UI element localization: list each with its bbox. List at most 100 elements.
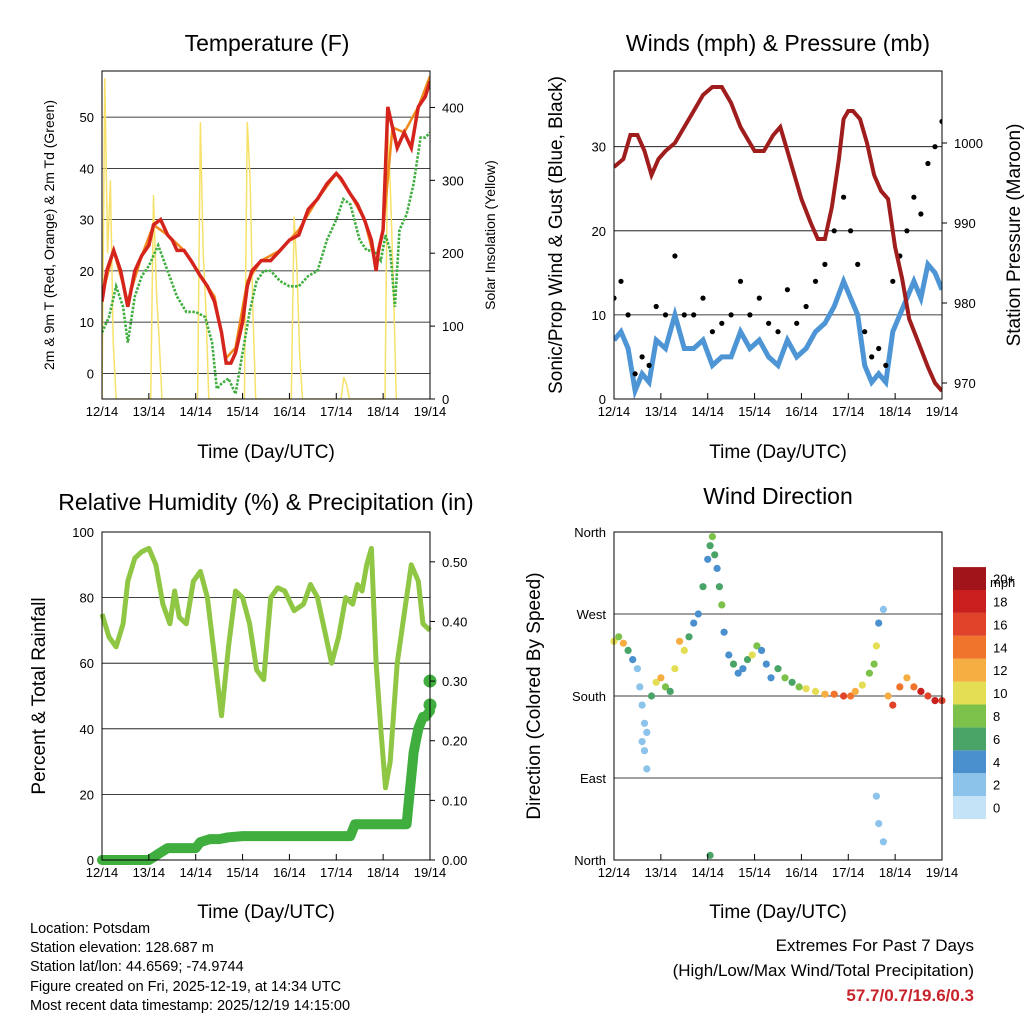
colorbar-swatch xyxy=(953,658,986,682)
x-tick-label: 17/14 xyxy=(320,404,353,419)
colorbar-swatch xyxy=(953,773,986,797)
colorbar-label: 20+ xyxy=(993,572,1015,587)
x-tick-label: 17/14 xyxy=(320,865,353,880)
direction-point xyxy=(652,678,660,686)
y-tick-label: North xyxy=(574,525,606,540)
direction-point xyxy=(615,633,623,641)
precip-line xyxy=(97,705,435,865)
gust-point xyxy=(918,211,924,217)
info-created: Figure created on Fri, 2025-12-19, at 14… xyxy=(30,978,342,995)
direction-point xyxy=(713,564,721,573)
colorbar-label: 4 xyxy=(993,755,1000,770)
direction-x-ticks: 12/14 13/14 14/14 15/14 16/14 17/14 18/14 19/14 xyxy=(598,854,958,880)
gust-point xyxy=(883,362,889,368)
y-tick-label: 0 xyxy=(599,392,606,407)
y2-tick-label: 1000 xyxy=(954,136,983,151)
gust-point xyxy=(747,312,753,318)
direction-point xyxy=(743,656,752,664)
gust-point xyxy=(841,194,847,200)
direction-point xyxy=(875,619,883,627)
colorbar-label: 10 xyxy=(993,686,1007,701)
direction-point xyxy=(753,642,761,650)
direction-point xyxy=(706,542,714,550)
humidity-x-axis-label: Time (Day/UTC) xyxy=(197,902,335,923)
direction-gridlines xyxy=(614,531,942,861)
y-tick-label: 20 xyxy=(592,224,606,239)
winds-y2-axis-label: Station Pressure (Maroon) xyxy=(1004,124,1024,347)
direction-point xyxy=(699,583,707,591)
direction-point xyxy=(830,690,838,698)
y-tick-label: 40 xyxy=(80,161,94,176)
direction-point xyxy=(638,701,646,709)
y-tick-label: 80 xyxy=(80,591,94,606)
direction-point xyxy=(640,719,649,727)
gust-point xyxy=(646,362,652,368)
direction-point xyxy=(720,628,728,636)
winds-y-axis-label: Sonic/Prop Wind & Gust (Blue, Black) xyxy=(546,76,567,394)
colorbar-label: 2 xyxy=(993,778,1000,793)
gust-point xyxy=(700,295,706,301)
x-tick-label: 18/14 xyxy=(879,404,912,419)
direction-y-ticks: North East South West North xyxy=(572,525,606,868)
y-tick-label: North xyxy=(574,853,606,868)
x-tick-label: 13/14 xyxy=(133,865,166,880)
direction-point xyxy=(851,687,859,696)
colorbar-swatch xyxy=(953,681,986,705)
info-location: Location: Potsdam xyxy=(30,921,151,937)
y-tick-label: 60 xyxy=(80,656,94,671)
direction-title: Wind Direction xyxy=(703,483,853,509)
direction-point xyxy=(729,660,738,668)
direction-point xyxy=(872,792,881,800)
gust-point xyxy=(803,303,809,310)
direction-point xyxy=(629,656,637,664)
colorbar-title: mph xyxy=(990,575,1015,590)
x-tick-label: 18/14 xyxy=(879,865,912,880)
gust-point xyxy=(766,320,772,326)
x-tick-label: 17/14 xyxy=(832,865,865,880)
direction-point xyxy=(896,683,904,691)
direction-point xyxy=(711,551,719,559)
y-tick-label: 20 xyxy=(80,264,94,279)
y-tick-label: 0 xyxy=(87,366,94,381)
y2-tick-label: 100 xyxy=(442,319,464,334)
gust-point xyxy=(784,287,791,293)
direction-point xyxy=(715,583,724,591)
direction-point xyxy=(706,851,714,860)
gust-point xyxy=(618,278,624,284)
direction-point xyxy=(931,697,939,705)
direction-plot-frame xyxy=(613,531,943,861)
gust-point xyxy=(925,160,931,167)
direction-point xyxy=(657,674,665,682)
gust-point xyxy=(869,354,875,360)
x-tick-label: 18/14 xyxy=(367,404,400,419)
gust-point xyxy=(756,295,762,301)
x-tick-label: 14/14 xyxy=(179,865,212,880)
x-tick-label: 15/14 xyxy=(226,865,259,880)
gust-point xyxy=(653,303,659,310)
direction-series xyxy=(610,533,946,860)
x-tick-label: 13/14 xyxy=(133,404,166,419)
station-info: Location: Potsdam Station elevation: 128… xyxy=(30,920,350,1016)
winds-x-axis-label: Time (Day/UTC) xyxy=(709,442,847,463)
temperature-y-ticks: 0 10 20 30 40 50 xyxy=(80,110,94,381)
rh-line xyxy=(99,545,432,791)
extremes-values: 57.7/0.7/19.6/0.3 xyxy=(846,986,974,1005)
gust-point xyxy=(862,329,868,335)
winds-y2-ticks: 970 980 990 1000 xyxy=(942,136,983,391)
winds-x-ticks: 12/14 13/14 14/14 15/14 16/14 17/14 18/14 19/14 xyxy=(598,393,958,419)
gust-point xyxy=(681,312,687,318)
direction-point xyxy=(671,665,679,673)
direction-point xyxy=(643,765,651,773)
y-tick-label: 40 xyxy=(80,722,94,737)
speed-colorbar: 0 2 4 6 8 10 12 14 16 18 20+ xyxy=(953,567,1015,819)
direction-point xyxy=(666,687,674,696)
wind-line xyxy=(614,258,942,399)
winds-y-ticks: 0 10 20 30 xyxy=(592,140,606,407)
direction-point xyxy=(811,687,820,696)
direction-point xyxy=(718,601,726,609)
gust-point xyxy=(728,312,734,318)
direction-point xyxy=(708,533,717,541)
y-tick-label: West xyxy=(577,607,607,622)
y2-tick-label: 990 xyxy=(954,216,976,231)
direction-point xyxy=(694,610,702,618)
